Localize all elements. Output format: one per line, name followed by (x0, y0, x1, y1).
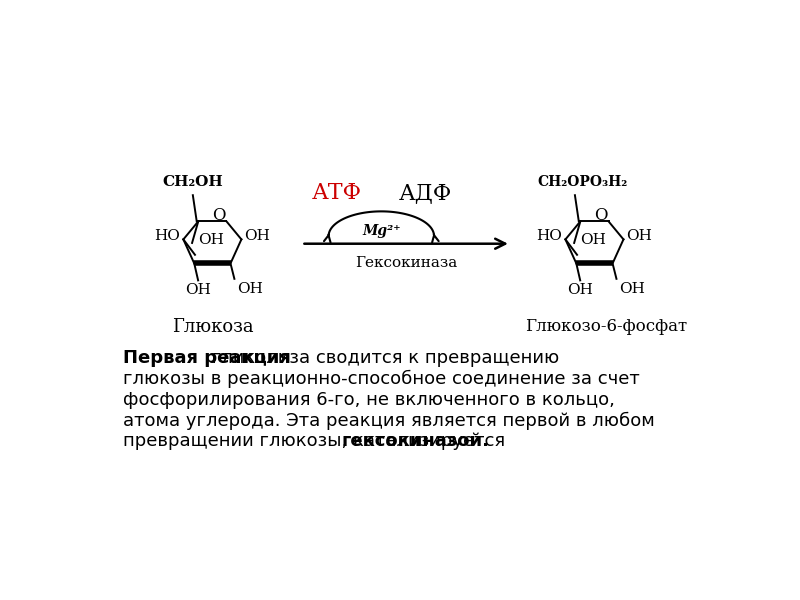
Text: Глюкозо-6-фосфат: Глюкозо-6-фосфат (525, 319, 687, 335)
Text: O: O (594, 207, 607, 224)
Text: HO: HO (537, 229, 562, 242)
Text: Гексокиназа: Гексокиназа (355, 256, 458, 270)
Text: АТФ: АТФ (311, 182, 362, 203)
Text: OH: OH (185, 283, 211, 298)
Text: OH: OH (198, 233, 224, 247)
Text: O: O (212, 207, 226, 224)
Text: OH: OH (618, 282, 645, 296)
Text: OH: OH (237, 282, 262, 296)
Text: Первая реакция: Первая реакция (123, 349, 291, 367)
Text: гликолиза сводится к превращению: гликолиза сводится к превращению (206, 349, 559, 367)
Text: OH: OH (626, 229, 653, 242)
Text: Глюкоза: Глюкоза (171, 319, 253, 337)
Text: CH₂OH: CH₂OH (162, 175, 223, 189)
Text: АДФ: АДФ (399, 182, 452, 203)
Text: Mg²⁺: Mg²⁺ (362, 224, 401, 238)
Text: CH₂OPO₃H₂: CH₂OPO₃H₂ (538, 175, 628, 189)
Text: глюкозы в реакционно-способное соединение за счет: глюкозы в реакционно-способное соединени… (123, 370, 640, 388)
Text: HO: HO (154, 229, 180, 242)
Text: OH: OH (567, 283, 593, 298)
Text: OH: OH (580, 233, 606, 247)
Text: фосфорилирования 6-го, не включенного в кольцо,: фосфорилирования 6-го, не включенного в … (123, 391, 615, 409)
Text: атома углерода. Эта реакция является первой в любом: атома углерода. Эта реакция является пер… (123, 412, 655, 430)
Text: превращении глюкозы, катализируется: превращении глюкозы, катализируется (123, 433, 511, 451)
Text: OH: OH (245, 229, 270, 242)
Text: гексокиназой.: гексокиназой. (342, 433, 490, 451)
